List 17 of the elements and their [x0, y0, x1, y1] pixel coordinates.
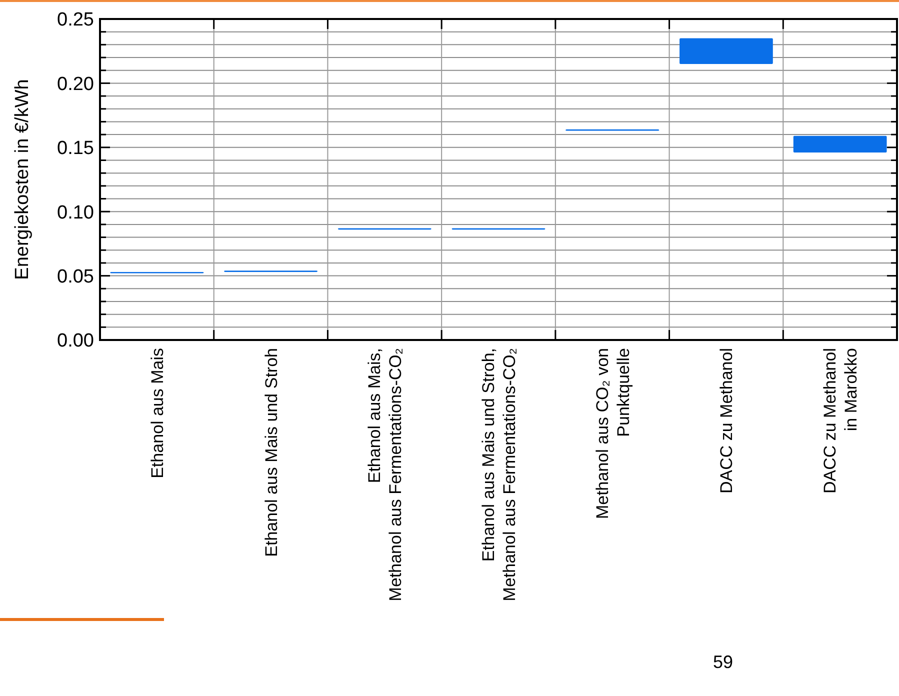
text: 59	[712, 652, 733, 672]
x-tick-label: Ethanol aus Mais	[148, 348, 167, 478]
bar	[680, 38, 773, 64]
y-tick-label: 0.10	[57, 202, 94, 224]
x-tick-label: DACC zu Methanol	[717, 348, 736, 494]
y-tick-label: 0.25	[57, 10, 94, 31]
y-tick-label: 0.20	[57, 74, 94, 95]
x-tick-label: Ethanol aus Mais, Methanol aus Fermentations-CO₂	[365, 348, 406, 602]
bar	[793, 136, 887, 153]
y-tick-label: 0.15	[57, 138, 94, 160]
x-tick-label: Ethanol aus Mais und Stroh	[262, 348, 281, 557]
y-axis-title: Energiekosten in €/kWh	[12, 79, 33, 280]
y-tick-label: 0.05	[57, 266, 94, 288]
x-tick-label: Methanol aus CO₂ von Punktquelle	[592, 348, 633, 520]
y-tick-label: 0.00	[57, 330, 94, 352]
x-tick-label: DACC zu Methanol in Marokko	[820, 348, 861, 494]
x-tick-label: Ethanol aus Mais und Stroh, Methanol aus Fermentations-CO₂	[479, 348, 519, 602]
